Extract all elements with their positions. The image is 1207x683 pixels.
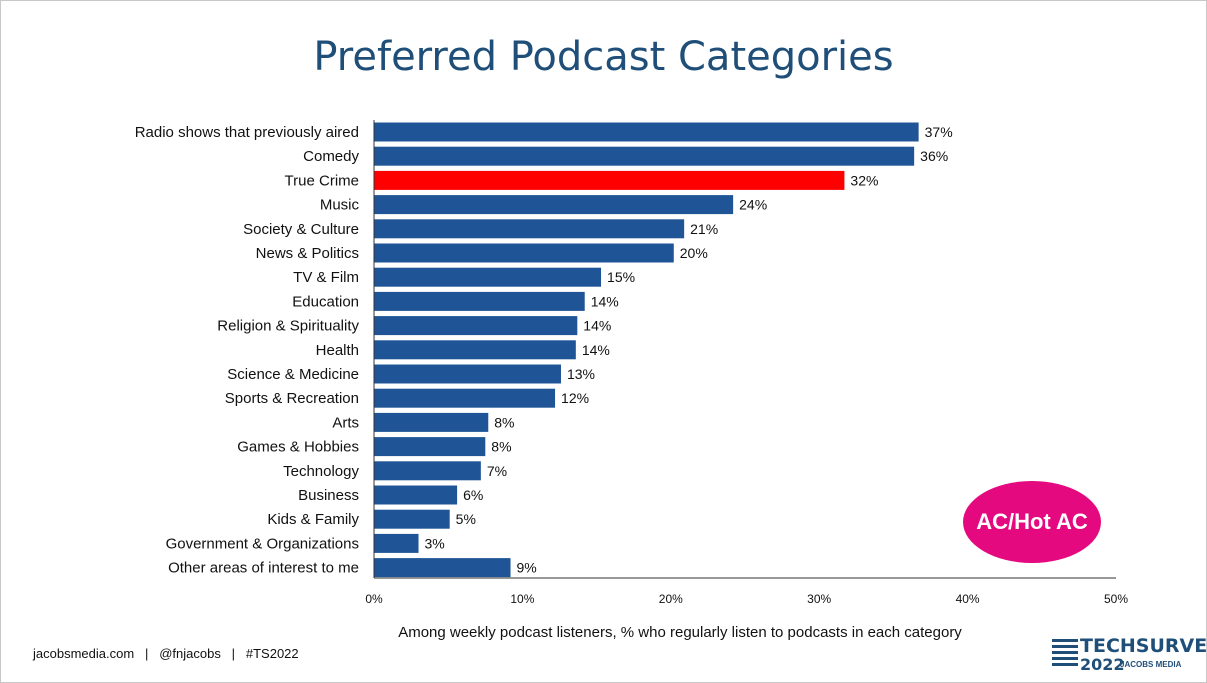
bar-4 (374, 219, 685, 239)
footer-credits: jacobsmedia.com | @fnjacobs | #TS2022 (33, 646, 299, 661)
category-label: News & Politics (256, 245, 359, 262)
bar-8 (374, 316, 578, 336)
value-label: 13% (567, 366, 595, 382)
x-tick-label: 30% (807, 592, 831, 606)
value-label: 12% (561, 390, 589, 406)
category-label: Science & Medicine (227, 366, 359, 383)
value-label: 8% (491, 439, 511, 455)
bar-16 (374, 509, 450, 529)
bar-9 (374, 340, 576, 360)
techsurvey-logo: TECHSURVEY 2022 JACOBS MEDIA (1052, 635, 1207, 675)
x-tick-label: 40% (956, 592, 980, 606)
x-tick-label: 10% (510, 592, 534, 606)
value-label: 20% (680, 245, 708, 261)
category-label: True Crime (285, 172, 359, 189)
bar-1 (374, 146, 915, 166)
value-label: 6% (463, 487, 483, 503)
category-label: TV & Film (293, 269, 359, 286)
category-label: Comedy (303, 148, 359, 165)
bar-15 (374, 485, 458, 505)
category-label: Radio shows that previously aired (135, 124, 359, 141)
logo-year: 2022 (1080, 655, 1125, 674)
bar-6 (374, 267, 602, 287)
category-label: Music (320, 197, 360, 214)
category-label: Education (292, 293, 359, 310)
logo-subtitle: JACOBS MEDIA (1120, 660, 1182, 669)
category-label: Health (316, 342, 359, 359)
bar-14 (374, 461, 481, 481)
x-tick-label: 20% (659, 592, 683, 606)
bars-group: Radio shows that previously aired 37% Come… (135, 122, 953, 578)
category-label: Other areas of interest to me (168, 560, 359, 577)
x-tick-label: 0% (365, 592, 383, 606)
x-tick-label: 50% (1104, 592, 1128, 606)
x-axis-caption: Among weekly podcast listeners, % who re… (398, 624, 962, 641)
bar-17 (374, 533, 419, 553)
bar-0 (374, 122, 919, 142)
bar-3 (374, 195, 734, 215)
bar-11 (374, 388, 556, 408)
value-label: 8% (494, 414, 514, 430)
category-label: Business (298, 487, 359, 504)
logo-stripes-icon (1052, 639, 1078, 669)
category-label: Games & Hobbies (237, 439, 359, 456)
category-label: Technology (283, 463, 359, 480)
value-label: 21% (690, 221, 718, 237)
value-label: 24% (739, 197, 767, 213)
value-label: 36% (920, 148, 948, 164)
category-label: Government & Organizations (166, 535, 359, 552)
category-label: Sports & Recreation (225, 390, 359, 407)
bar-13 (374, 437, 486, 457)
value-label: 37% (925, 124, 953, 140)
value-label: 14% (591, 293, 619, 309)
bar-2 (374, 170, 845, 190)
value-label: 14% (582, 342, 610, 358)
chart-title: Preferred Podcast Categories (313, 34, 894, 80)
category-label: Kids & Family (267, 511, 359, 528)
bar-7 (374, 291, 585, 311)
bar-18 (374, 558, 511, 578)
value-label: 32% (850, 172, 878, 188)
value-label: 3% (425, 535, 445, 551)
format-badge: AC/Hot AC (963, 481, 1101, 563)
bar-12 (374, 412, 489, 432)
category-label: Society & Culture (243, 221, 359, 238)
value-label: 14% (583, 318, 611, 334)
category-label: Arts (332, 414, 359, 431)
value-label: 9% (517, 560, 537, 576)
category-label: Religion & Spirituality (217, 318, 359, 335)
logo-title: TECHSURVEY (1080, 635, 1207, 657)
bar-10 (374, 364, 561, 384)
bar-5 (374, 243, 674, 263)
value-label: 7% (487, 463, 507, 479)
value-label: 15% (607, 269, 635, 285)
value-label: 5% (456, 511, 476, 527)
axes-group: 0% 10% 20% 30% 40% 50% (365, 120, 1128, 606)
